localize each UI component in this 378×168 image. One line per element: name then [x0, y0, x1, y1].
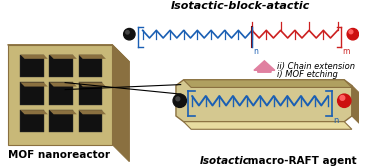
Polygon shape: [176, 80, 352, 122]
Polygon shape: [20, 82, 48, 87]
Polygon shape: [79, 55, 102, 77]
Polygon shape: [20, 110, 43, 132]
Polygon shape: [8, 45, 129, 62]
Polygon shape: [184, 122, 352, 129]
Polygon shape: [20, 55, 43, 77]
Polygon shape: [50, 55, 77, 59]
Text: MOF nanoreactor: MOF nanoreactor: [8, 150, 110, 160]
Polygon shape: [79, 110, 102, 132]
Polygon shape: [50, 55, 73, 77]
Circle shape: [338, 94, 351, 107]
Polygon shape: [184, 80, 352, 87]
Polygon shape: [79, 110, 106, 114]
Text: Isotactic: Isotactic: [200, 156, 249, 166]
Circle shape: [126, 31, 129, 34]
Polygon shape: [79, 55, 106, 59]
Text: m: m: [342, 47, 350, 56]
Polygon shape: [50, 110, 73, 132]
Text: Isotactic-block-atactic: Isotactic-block-atactic: [171, 1, 310, 11]
Circle shape: [347, 29, 359, 40]
Polygon shape: [50, 82, 73, 104]
Text: n: n: [253, 47, 258, 56]
Circle shape: [124, 29, 135, 40]
Polygon shape: [8, 45, 112, 144]
FancyArrow shape: [254, 61, 275, 72]
Polygon shape: [20, 55, 48, 59]
Text: n: n: [333, 116, 338, 125]
Polygon shape: [352, 86, 359, 124]
Polygon shape: [50, 110, 77, 114]
Text: macro-RAFT agent: macro-RAFT agent: [245, 156, 357, 166]
Polygon shape: [79, 82, 106, 87]
Circle shape: [340, 96, 345, 100]
Polygon shape: [79, 82, 102, 104]
Circle shape: [173, 94, 186, 107]
Polygon shape: [50, 82, 77, 87]
Circle shape: [176, 97, 180, 101]
Text: ii) Chain extension: ii) Chain extension: [277, 62, 355, 71]
Polygon shape: [20, 82, 43, 104]
Polygon shape: [20, 110, 48, 114]
Circle shape: [349, 30, 353, 34]
Polygon shape: [112, 45, 129, 162]
Text: i) MOF etching: i) MOF etching: [277, 70, 338, 79]
